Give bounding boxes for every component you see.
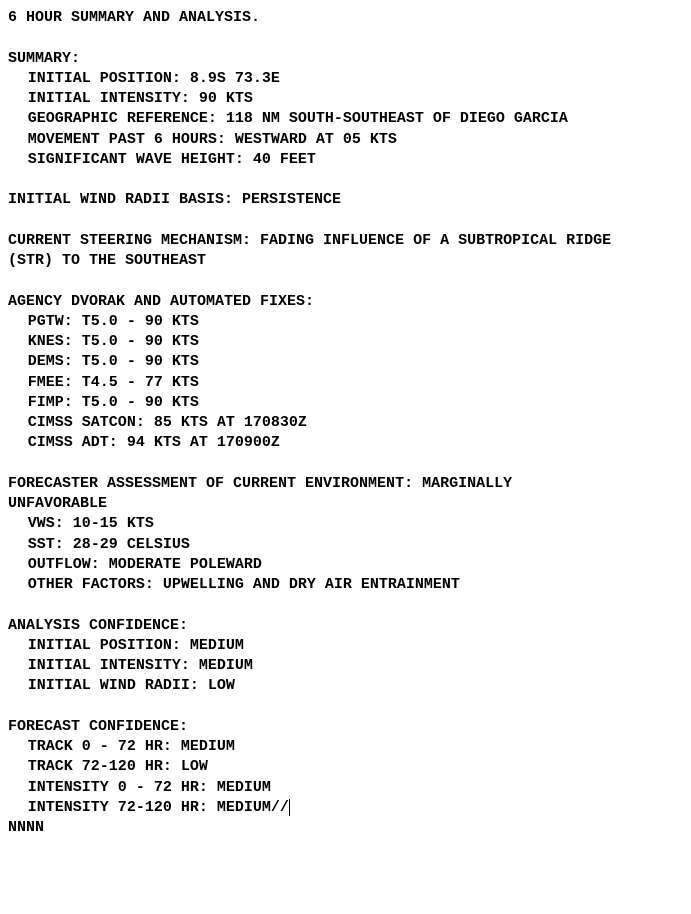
fc-track-72-120: TRACK 72-120 HR: LOW [8, 757, 683, 777]
wind-radii-basis: INITIAL WIND RADII BASIS: PERSISTENCE [8, 190, 683, 210]
analysis-confidence-heading: ANALYSIS CONFIDENCE: [8, 616, 683, 636]
text: MOVEMENT PAST 6 HOURS: WESTWARD AT 05 KT… [8, 130, 397, 150]
text: INITIAL WIND RADII: LOW [8, 676, 235, 696]
ac-initial-wind-radii: INITIAL WIND RADII: LOW [8, 676, 683, 696]
blank-line [8, 697, 683, 717]
text: CIMSS SATCON: 85 KTS AT 170830Z [8, 413, 307, 433]
dvorak-dems: DEMS: T5.0 - 90 KTS [8, 352, 683, 372]
dvorak-knes: KNES: T5.0 - 90 KTS [8, 332, 683, 352]
text: SST: 28-29 CELSIUS [8, 535, 190, 555]
text: FMEE: T4.5 - 77 KTS [8, 373, 199, 393]
summary-initial-position: INITIAL POSITION: 8.9S 73.3E [8, 69, 683, 89]
text-cursor-icon [289, 799, 290, 816]
fa-sst: SST: 28-29 CELSIUS [8, 535, 683, 555]
summary-geographic-reference: GEOGRAPHIC REFERENCE: 118 NM SOUTH-SOUTH… [8, 109, 683, 129]
text: DEMS: T5.0 - 90 KTS [8, 352, 199, 372]
text: SIGNIFICANT WAVE HEIGHT: 40 FEET [8, 150, 316, 170]
text: OTHER FACTORS: UPWELLING AND DRY AIR ENT… [8, 575, 460, 595]
title-line: 6 HOUR SUMMARY AND ANALYSIS. [8, 8, 683, 28]
fc-intensity-0-72: INTENSITY 0 - 72 HR: MEDIUM [8, 778, 683, 798]
text: INTENSITY 0 - 72 HR: MEDIUM [8, 778, 271, 798]
fc-intensity-72-120: INTENSITY 72-120 HR: MEDIUM// [8, 798, 683, 818]
fa-outflow: OUTFLOW: MODERATE POLEWARD [8, 555, 683, 575]
text: INITIAL INTENSITY: 90 KTS [8, 89, 253, 109]
forecast-confidence-heading: FORECAST CONFIDENCE: [8, 717, 683, 737]
text: INITIAL INTENSITY: MEDIUM [8, 656, 253, 676]
steering-mechanism-l2: (STR) TO THE SOUTHEAST [8, 251, 683, 271]
dvorak-heading: AGENCY DVORAK AND AUTOMATED FIXES: [8, 292, 683, 312]
text: TRACK 0 - 72 HR: MEDIUM [8, 737, 235, 757]
text: PGTW: T5.0 - 90 KTS [8, 312, 199, 332]
text: OUTFLOW: MODERATE POLEWARD [8, 555, 262, 575]
blank-line [8, 28, 683, 48]
dvorak-fmee: FMEE: T4.5 - 77 KTS [8, 373, 683, 393]
terminator: NNNN [8, 818, 683, 838]
text: GEOGRAPHIC REFERENCE: 118 NM SOUTH-SOUTH… [8, 109, 568, 129]
text: TRACK 72-120 HR: LOW [8, 757, 208, 777]
summary-movement: MOVEMENT PAST 6 HOURS: WESTWARD AT 05 KT… [8, 130, 683, 150]
text: KNES: T5.0 - 90 KTS [8, 332, 199, 352]
blank-line [8, 211, 683, 231]
ac-initial-position: INITIAL POSITION: MEDIUM [8, 636, 683, 656]
fa-vws: VWS: 10-15 KTS [8, 514, 683, 534]
blank-line [8, 595, 683, 615]
dvorak-fimp: FIMP: T5.0 - 90 KTS [8, 393, 683, 413]
dvorak-pgtw: PGTW: T5.0 - 90 KTS [8, 312, 683, 332]
forecaster-assessment-l2: UNFAVORABLE [8, 494, 683, 514]
blank-line [8, 271, 683, 291]
text: FIMP: T5.0 - 90 KTS [8, 393, 199, 413]
blank-line [8, 170, 683, 190]
blank-line [8, 454, 683, 474]
text: VWS: 10-15 KTS [8, 514, 154, 534]
text: INITIAL POSITION: 8.9S 73.3E [8, 69, 280, 89]
forecaster-assessment-l1: FORECASTER ASSESSMENT OF CURRENT ENVIRON… [8, 474, 683, 494]
summary-wave-height: SIGNIFICANT WAVE HEIGHT: 40 FEET [8, 150, 683, 170]
steering-mechanism-l1: CURRENT STEERING MECHANISM: FADING INFLU… [8, 231, 683, 251]
summary-initial-intensity: INITIAL INTENSITY: 90 KTS [8, 89, 683, 109]
dvorak-cimss-adt: CIMSS ADT: 94 KTS AT 170900Z [8, 433, 683, 453]
dvorak-cimss-satcon: CIMSS SATCON: 85 KTS AT 170830Z [8, 413, 683, 433]
ac-initial-intensity: INITIAL INTENSITY: MEDIUM [8, 656, 683, 676]
fa-other-factors: OTHER FACTORS: UPWELLING AND DRY AIR ENT… [8, 575, 683, 595]
text: INITIAL POSITION: MEDIUM [8, 636, 244, 656]
summary-heading: SUMMARY: [8, 49, 683, 69]
text: CIMSS ADT: 94 KTS AT 170900Z [8, 433, 280, 453]
text: INTENSITY 72-120 HR: MEDIUM// [28, 799, 289, 816]
fc-track-0-72: TRACK 0 - 72 HR: MEDIUM [8, 737, 683, 757]
